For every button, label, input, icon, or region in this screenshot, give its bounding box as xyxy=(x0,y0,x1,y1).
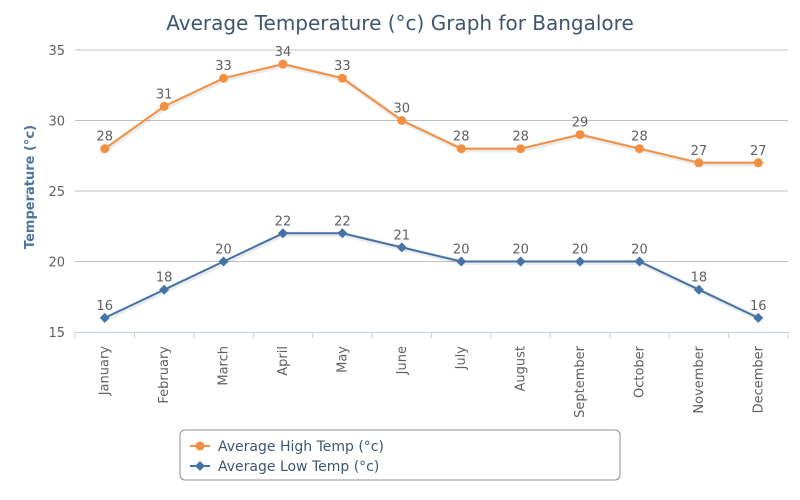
data-point[interactable] xyxy=(159,284,170,295)
data-label: 20 xyxy=(215,243,232,258)
data-label: 22 xyxy=(275,214,292,229)
x-tick-label: December xyxy=(751,345,766,413)
data-point[interactable] xyxy=(278,59,288,69)
data-label: 27 xyxy=(750,144,767,159)
data-label: 18 xyxy=(691,271,708,286)
data-label: 29 xyxy=(572,116,589,131)
data-label: 27 xyxy=(691,144,708,159)
data-label: 22 xyxy=(334,214,351,229)
legend-item[interactable]: Average Low Temp (°c) xyxy=(190,459,379,475)
data-point[interactable] xyxy=(337,228,348,239)
series-line xyxy=(104,232,759,319)
data-point[interactable] xyxy=(516,144,526,154)
x-tick-label: April xyxy=(276,346,291,376)
legend-item[interactable]: Average High Temp (°c) xyxy=(190,439,384,455)
y-tick-label: 30 xyxy=(48,115,65,130)
series-high: 28 31 33 34 33 30 28 28 29 28 27 27 xyxy=(96,45,767,168)
data-point[interactable] xyxy=(337,73,347,83)
data-point[interactable] xyxy=(456,256,467,267)
y-axis-label: Temperature (°c) xyxy=(23,125,38,249)
grid-lines xyxy=(75,49,788,262)
data-point[interactable] xyxy=(396,242,407,253)
data-label: 20 xyxy=(631,243,648,258)
data-point[interactable] xyxy=(159,101,169,111)
data-label: 31 xyxy=(156,87,173,102)
y-tick-label: 35 xyxy=(48,44,65,59)
y-tick-label: 25 xyxy=(48,185,65,200)
data-label: 34 xyxy=(275,45,292,60)
data-point[interactable] xyxy=(277,228,288,239)
legend-marker xyxy=(195,441,205,451)
data-label: 33 xyxy=(334,59,351,74)
x-tick-label: October xyxy=(632,345,647,398)
series-shadow xyxy=(104,62,760,167)
series-shadow xyxy=(104,231,761,322)
legend-label: Average High Temp (°c) xyxy=(218,439,384,455)
data-label: 28 xyxy=(631,130,648,145)
data-label: 30 xyxy=(394,102,411,117)
series-group: 28 31 33 34 33 30 28 28 29 28 27 27 16 18 20 22 22 21 20 20… xyxy=(96,45,767,323)
y-axis-ticks: 15 20 25 30 35 xyxy=(48,44,65,341)
data-point[interactable] xyxy=(456,144,466,154)
data-label: 16 xyxy=(96,299,113,314)
data-point[interactable] xyxy=(694,158,704,168)
legend-box xyxy=(179,429,621,481)
data-point[interactable] xyxy=(753,312,764,323)
data-label: 21 xyxy=(394,228,411,243)
data-label: 28 xyxy=(512,130,529,145)
data-point[interactable] xyxy=(575,130,585,140)
x-tick-label: July xyxy=(454,346,469,371)
data-label: 18 xyxy=(156,271,173,286)
data-point[interactable] xyxy=(219,73,229,83)
x-tick-label: August xyxy=(514,346,529,392)
data-point[interactable] xyxy=(634,256,645,267)
data-label: 28 xyxy=(453,130,470,145)
data-point[interactable] xyxy=(397,116,407,125)
data-point[interactable] xyxy=(99,312,110,323)
x-tick-label: November xyxy=(692,345,707,413)
legend-label: Average Low Temp (°c) xyxy=(218,459,379,475)
data-label: 20 xyxy=(453,243,470,258)
data-label: 33 xyxy=(215,59,232,74)
chart-title: Average Temperature (°c) Graph for Banga… xyxy=(166,11,634,35)
x-axis: January February March April May June July Augu… xyxy=(74,332,789,418)
data-point[interactable] xyxy=(693,284,704,295)
legend-marker xyxy=(195,461,205,471)
data-label: 28 xyxy=(96,130,113,145)
x-tick-label: June xyxy=(395,346,410,375)
data-point[interactable] xyxy=(100,144,110,154)
data-label: 20 xyxy=(572,243,589,258)
data-point[interactable] xyxy=(515,256,526,267)
x-tick-label: March xyxy=(217,346,232,386)
x-tick-label: February xyxy=(157,346,172,404)
data-point[interactable] xyxy=(634,144,644,154)
data-point[interactable] xyxy=(753,158,763,168)
data-point[interactable] xyxy=(575,256,586,267)
data-point[interactable] xyxy=(218,256,229,267)
data-label: 16 xyxy=(750,299,767,314)
series-line xyxy=(104,63,759,164)
x-tick-label: May xyxy=(335,346,350,373)
data-label: 20 xyxy=(512,243,529,258)
y-tick-label: 20 xyxy=(48,256,65,271)
series-low: 16 18 20 22 22 21 20 20 20 20 18 16 xyxy=(96,214,767,323)
x-tick-label: January xyxy=(98,346,113,397)
legend[interactable]: Average High Temp (°c) Average Low Temp (… xyxy=(179,429,621,481)
x-tick-label: September xyxy=(573,345,588,418)
y-tick-label: 15 xyxy=(48,326,65,341)
